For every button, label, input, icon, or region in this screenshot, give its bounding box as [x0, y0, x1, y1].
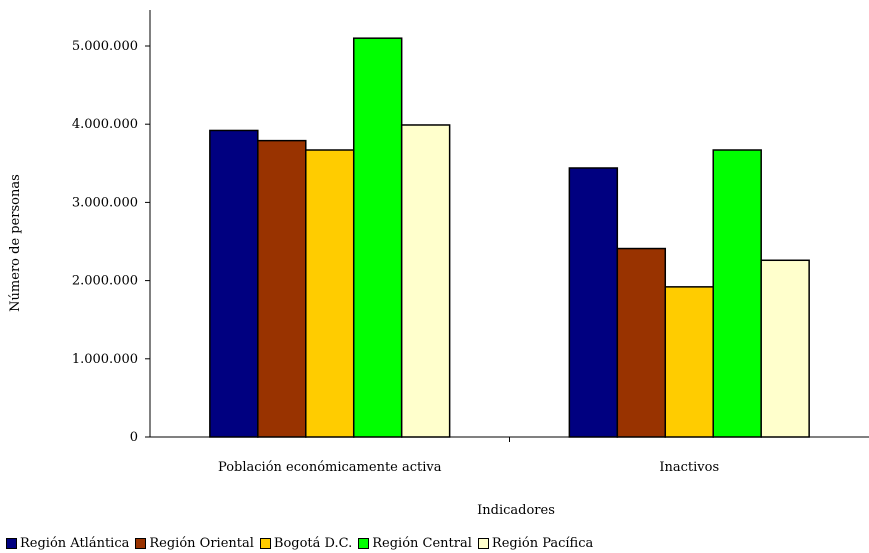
y-tick-label: 5.000.000 [72, 39, 138, 54]
legend-item: Región Oriental [135, 536, 254, 551]
legend-label: Región Central [372, 536, 472, 551]
bar [352, 37, 403, 438]
x-category-label: Inactivos [659, 460, 719, 475]
legend-label: Bogotá D.C. [273, 536, 353, 551]
bars-group [209, 37, 810, 438]
bar [712, 149, 762, 438]
bar [760, 259, 810, 438]
legend-swatch [135, 538, 147, 549]
bar-chart: 0 1.000.000 2.000.000 3.000.000 4.000.000 5.0… [8, 10, 869, 518]
bar [209, 129, 259, 438]
y-tick-label: 1.000.000 [72, 352, 138, 367]
bar [568, 167, 619, 438]
bar [664, 286, 714, 438]
legend-item: Región Pacífica [477, 536, 594, 551]
bar [616, 247, 667, 438]
x-axis-title: Indicadores [477, 503, 555, 518]
legend-swatch [6, 538, 17, 549]
x-category-label: Población económicamente activa [218, 460, 442, 475]
bar [400, 124, 451, 438]
y-tick-label: 0 [130, 430, 138, 445]
legend-label: Región Pacífica [491, 536, 594, 551]
y-axis-title: Número de personas [8, 174, 23, 312]
legend-label: Región Atlántica [20, 536, 130, 551]
legend-swatch [259, 538, 271, 549]
y-tick-label: 3.000.000 [72, 195, 138, 210]
legend-swatch [358, 538, 370, 549]
legend: Región Atlántica Región Oriental Bogotá D.… [6, 536, 599, 551]
y-tick-label: 4.000.000 [72, 117, 138, 132]
y-tick-label: 2.000.000 [72, 274, 138, 289]
legend-item: Región Central [358, 536, 472, 551]
legend-swatch [477, 538, 489, 549]
x-category-labels: Población económicamente activa Inactivos [218, 460, 719, 475]
legend-item: Región Atlántica [6, 536, 129, 551]
bar [305, 149, 355, 438]
legend-label: Región Oriental [149, 536, 254, 551]
legend-item: Bogotá D.C. [259, 536, 353, 551]
y-ticks-group: 0 1.000.000 2.000.000 3.000.000 4.000.000 5.0… [72, 39, 150, 445]
bar [257, 139, 307, 438]
